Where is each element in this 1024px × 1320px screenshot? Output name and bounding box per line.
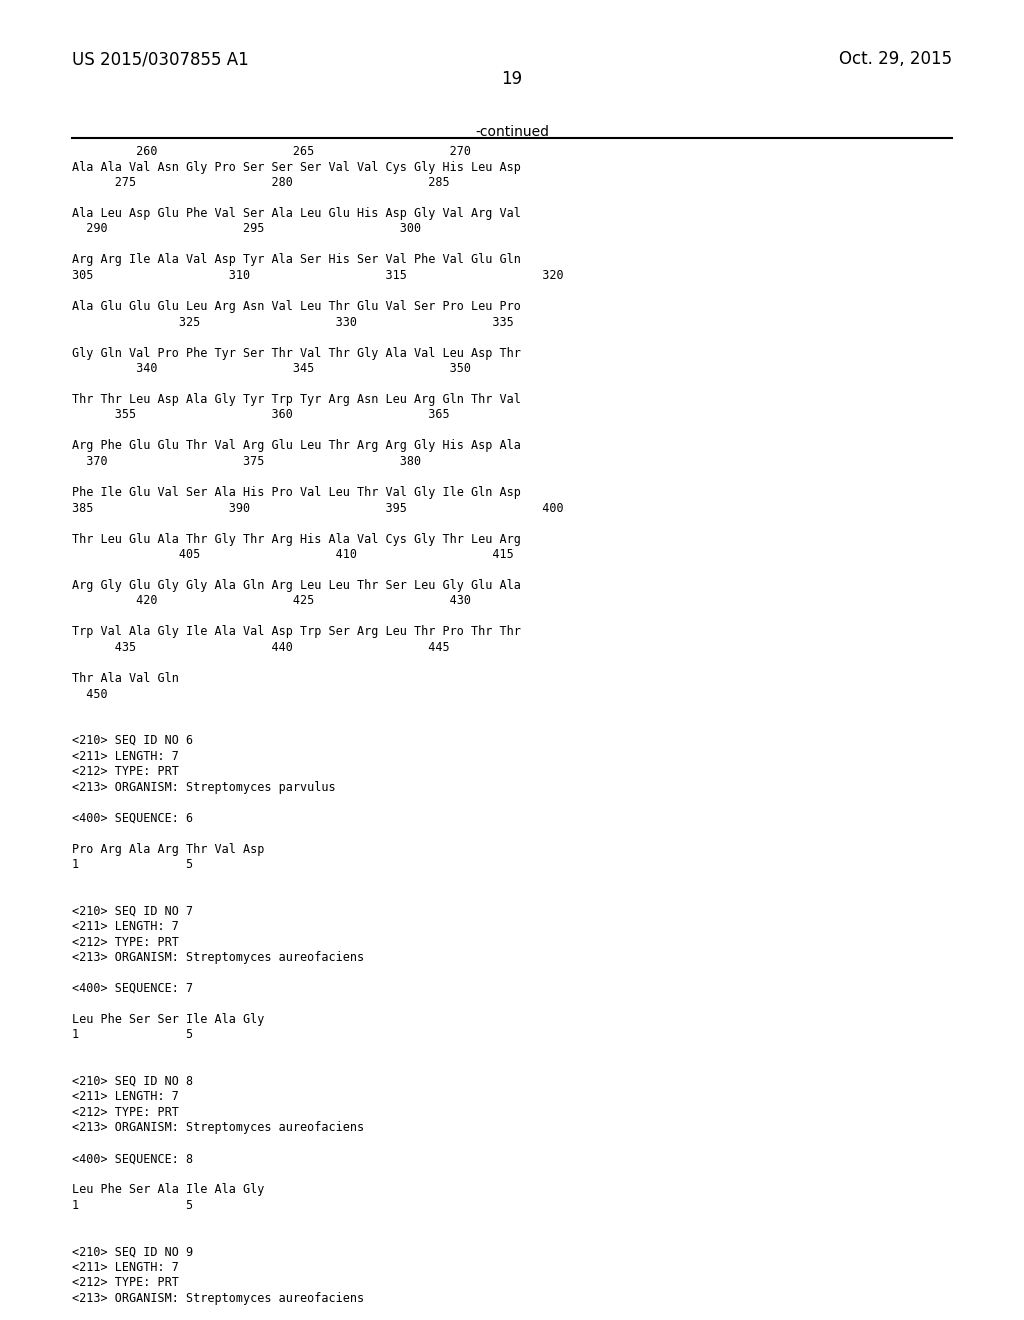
Text: Phe Ile Glu Val Ser Ala His Pro Val Leu Thr Val Gly Ile Gln Asp: Phe Ile Glu Val Ser Ala His Pro Val Leu … xyxy=(72,486,521,499)
Text: 1               5: 1 5 xyxy=(72,858,194,871)
Text: -continued: -continued xyxy=(475,125,549,139)
Text: 260                   265                   270: 260 265 270 xyxy=(72,145,500,158)
Text: Arg Gly Glu Gly Gly Ala Gln Arg Leu Leu Thr Ser Leu Gly Glu Ala: Arg Gly Glu Gly Gly Ala Gln Arg Leu Leu … xyxy=(72,579,521,591)
Text: Arg Phe Glu Glu Thr Val Arg Glu Leu Thr Arg Arg Gly His Asp Ala: Arg Phe Glu Glu Thr Val Arg Glu Leu Thr … xyxy=(72,440,521,453)
Text: <210> SEQ ID NO 8: <210> SEQ ID NO 8 xyxy=(72,1074,194,1088)
Text: Thr Thr Leu Asp Ala Gly Tyr Trp Tyr Arg Asn Leu Arg Gln Thr Val: Thr Thr Leu Asp Ala Gly Tyr Trp Tyr Arg … xyxy=(72,393,521,407)
Text: <400> SEQUENCE: 6: <400> SEQUENCE: 6 xyxy=(72,812,194,825)
Text: <211> LENGTH: 7: <211> LENGTH: 7 xyxy=(72,920,179,933)
Text: 435                   440                   445: 435 440 445 xyxy=(72,642,450,653)
Text: Arg Arg Ile Ala Val Asp Tyr Ala Ser His Ser Val Phe Val Glu Gln: Arg Arg Ile Ala Val Asp Tyr Ala Ser His … xyxy=(72,253,521,267)
Text: <211> LENGTH: 7: <211> LENGTH: 7 xyxy=(72,750,179,763)
Text: <400> SEQUENCE: 7: <400> SEQUENCE: 7 xyxy=(72,982,194,995)
Text: 275                   280                   285: 275 280 285 xyxy=(72,176,450,189)
Text: <212> TYPE: PRT: <212> TYPE: PRT xyxy=(72,1276,179,1290)
Text: 405                   410                   415: 405 410 415 xyxy=(72,548,514,561)
Text: 420                   425                   430: 420 425 430 xyxy=(72,594,471,607)
Text: 19: 19 xyxy=(502,70,522,88)
Text: 370                   375                   380: 370 375 380 xyxy=(72,455,421,469)
Text: Ala Ala Val Asn Gly Pro Ser Ser Ser Val Val Cys Gly His Leu Asp: Ala Ala Val Asn Gly Pro Ser Ser Ser Val … xyxy=(72,161,521,173)
Text: 1               5: 1 5 xyxy=(72,1199,194,1212)
Text: Pro Arg Ala Arg Thr Val Asp: Pro Arg Ala Arg Thr Val Asp xyxy=(72,842,264,855)
Text: Thr Leu Glu Ala Thr Gly Thr Arg His Ala Val Cys Gly Thr Leu Arg: Thr Leu Glu Ala Thr Gly Thr Arg His Ala … xyxy=(72,532,521,545)
Text: 290                   295                   300: 290 295 300 xyxy=(72,223,421,235)
Text: <213> ORGANISM: Streptomyces parvulus: <213> ORGANISM: Streptomyces parvulus xyxy=(72,780,336,793)
Text: US 2015/0307855 A1: US 2015/0307855 A1 xyxy=(72,50,249,69)
Text: <400> SEQUENCE: 8: <400> SEQUENCE: 8 xyxy=(72,1152,194,1166)
Text: 325                   330                   335: 325 330 335 xyxy=(72,315,514,329)
Text: 450: 450 xyxy=(72,688,108,701)
Text: <210> SEQ ID NO 9: <210> SEQ ID NO 9 xyxy=(72,1246,194,1258)
Text: <212> TYPE: PRT: <212> TYPE: PRT xyxy=(72,1106,179,1119)
Text: <213> ORGANISM: Streptomyces aureofaciens: <213> ORGANISM: Streptomyces aureofacien… xyxy=(72,950,365,964)
Text: 305                   310                   315                   320: 305 310 315 320 xyxy=(72,269,563,282)
Text: Gly Gln Val Pro Phe Tyr Ser Thr Val Thr Gly Ala Val Leu Asp Thr: Gly Gln Val Pro Phe Tyr Ser Thr Val Thr … xyxy=(72,346,521,359)
Text: Leu Phe Ser Ala Ile Ala Gly: Leu Phe Ser Ala Ile Ala Gly xyxy=(72,1184,264,1196)
Text: Thr Ala Val Gln: Thr Ala Val Gln xyxy=(72,672,179,685)
Text: <212> TYPE: PRT: <212> TYPE: PRT xyxy=(72,766,179,777)
Text: 355                   360                   365: 355 360 365 xyxy=(72,408,450,421)
Text: Ala Glu Glu Glu Leu Arg Asn Val Leu Thr Glu Val Ser Pro Leu Pro: Ala Glu Glu Glu Leu Arg Asn Val Leu Thr … xyxy=(72,300,521,313)
Text: <213> ORGANISM: Streptomyces aureofaciens: <213> ORGANISM: Streptomyces aureofacien… xyxy=(72,1292,365,1305)
Text: Oct. 29, 2015: Oct. 29, 2015 xyxy=(839,50,952,69)
Text: <211> LENGTH: 7: <211> LENGTH: 7 xyxy=(72,1090,179,1104)
Text: <210> SEQ ID NO 6: <210> SEQ ID NO 6 xyxy=(72,734,194,747)
Text: <211> LENGTH: 7: <211> LENGTH: 7 xyxy=(72,1261,179,1274)
Text: Ala Leu Asp Glu Phe Val Ser Ala Leu Glu His Asp Gly Val Arg Val: Ala Leu Asp Glu Phe Val Ser Ala Leu Glu … xyxy=(72,207,521,220)
Text: <212> TYPE: PRT: <212> TYPE: PRT xyxy=(72,936,179,949)
Text: 385                   390                   395                   400: 385 390 395 400 xyxy=(72,502,563,515)
Text: 340                   345                   350: 340 345 350 xyxy=(72,362,471,375)
Text: Trp Val Ala Gly Ile Ala Val Asp Trp Ser Arg Leu Thr Pro Thr Thr: Trp Val Ala Gly Ile Ala Val Asp Trp Ser … xyxy=(72,626,521,639)
Text: Leu Phe Ser Ser Ile Ala Gly: Leu Phe Ser Ser Ile Ala Gly xyxy=(72,1012,264,1026)
Text: <213> ORGANISM: Streptomyces aureofaciens: <213> ORGANISM: Streptomyces aureofacien… xyxy=(72,1122,365,1134)
Text: <210> SEQ ID NO 7: <210> SEQ ID NO 7 xyxy=(72,904,194,917)
Text: 1               5: 1 5 xyxy=(72,1028,194,1041)
